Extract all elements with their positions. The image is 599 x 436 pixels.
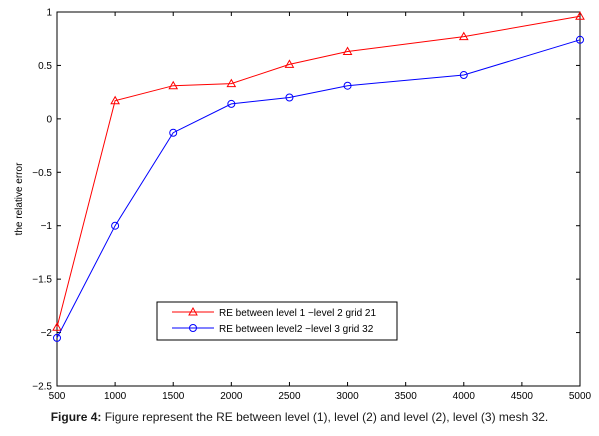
y-tick-label: 1 — [46, 8, 52, 19]
data-point-triangle — [575, 11, 585, 20]
y-tick-label: −0.5 — [32, 168, 52, 179]
x-tick-label: 1500 — [162, 391, 185, 402]
legend-marker-2 — [189, 324, 197, 332]
caption-text: Figure represent the RE between level (1… — [101, 410, 549, 424]
data-point-triangle — [110, 95, 120, 105]
figure-caption: Figure 4: Figure represent the RE betwee… — [0, 410, 599, 424]
data-point-circle — [343, 81, 352, 90]
x-tick-label: 5000 — [569, 391, 592, 402]
legend-box — [156, 301, 398, 341]
x-tick-label: 2500 — [278, 391, 301, 402]
x-tick-label: 2000 — [220, 391, 243, 402]
data-point-circle — [111, 221, 120, 230]
x-tick-label: 4500 — [511, 391, 534, 402]
legend-label-2: RE between level2 −level 3 grid 32 — [219, 324, 374, 335]
data-point-triangle — [284, 59, 295, 68]
y-tick-label: −1.5 — [32, 275, 52, 286]
data-point-circle — [169, 128, 178, 137]
line-chart: 1 0.5 0 −0.5 −1 −1.5 −2 −2.5 500 1000 1500 2000 250… — [14, 8, 592, 403]
x-axis: 500 1000 1500 2000 2500 3000 3500 4000 4500 5000 — [49, 12, 592, 402]
series-line-1 — [56, 15, 581, 328]
legend: RE between level 1 −level 2 grid 21 RE b… — [156, 301, 398, 341]
data-point-circle — [227, 99, 236, 108]
y-axis: 1 0.5 0 −0.5 −1 −1.5 −2 −2.5 — [32, 8, 580, 393]
y-axis-label: the relative error — [14, 162, 25, 235]
y-tick-label: 0 — [46, 114, 52, 125]
x-tick-label: 4000 — [453, 391, 476, 402]
data-point-circle — [285, 93, 294, 102]
y-tick-label: 0.5 — [38, 61, 52, 72]
x-tick-label: 500 — [49, 391, 66, 402]
y-tick-label: −1 — [41, 221, 53, 232]
data-point-circle — [53, 333, 61, 342]
x-tick-label: 1000 — [104, 391, 127, 402]
x-tick-label: 3500 — [395, 391, 418, 402]
data-point-circle — [459, 71, 468, 80]
legend-label-1: RE between level 1 −level 2 grid 21 — [219, 308, 376, 319]
data-point-triangle — [342, 46, 353, 56]
data-point-triangle — [226, 78, 237, 88]
data-point-circle — [576, 35, 584, 44]
legend-marker-1 — [188, 306, 198, 316]
series-layer — [52, 11, 585, 342]
y-tick-label: −2.5 — [32, 382, 52, 393]
x-tick-label: 3000 — [336, 391, 359, 402]
series-line-2 — [56, 39, 581, 339]
data-point-triangle — [52, 322, 62, 331]
data-point-triangle — [458, 31, 469, 41]
y-tick-label: −2 — [41, 328, 53, 339]
data-point-triangle — [168, 80, 179, 90]
caption-label: Figure 4: — [50, 410, 102, 424]
